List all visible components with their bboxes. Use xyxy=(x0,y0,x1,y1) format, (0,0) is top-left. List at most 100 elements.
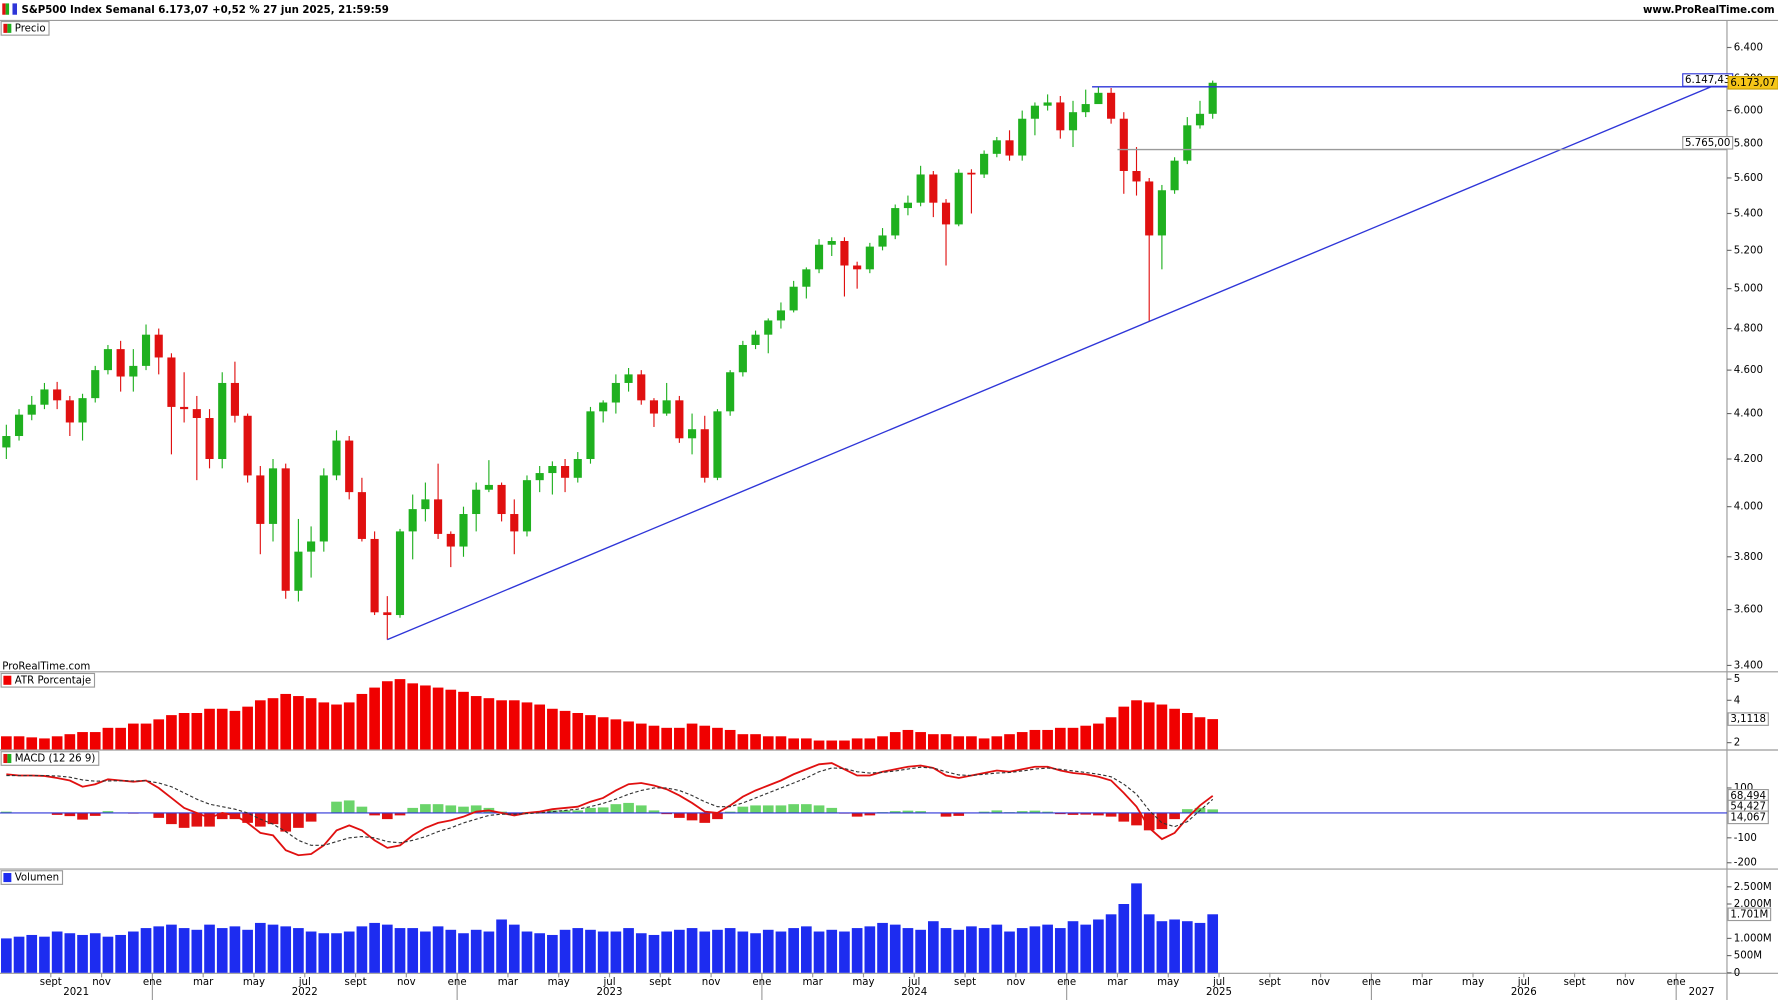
bar xyxy=(953,929,965,973)
x-tick-label: nov xyxy=(92,977,111,988)
bar xyxy=(267,924,279,973)
bar xyxy=(991,736,1003,750)
value-label: 54,427 xyxy=(1730,802,1766,813)
x-tick-label: sept xyxy=(1259,977,1281,988)
bar xyxy=(864,738,876,750)
y-tick-label: 1.000M xyxy=(1734,933,1772,944)
value-label: 6.173,07 xyxy=(1730,78,1775,89)
bar xyxy=(1156,921,1168,973)
y-tick-label: 5.600 xyxy=(1734,173,1763,184)
histogram-bar xyxy=(1169,812,1180,820)
bar xyxy=(1181,713,1193,750)
candle-body xyxy=(1145,181,1154,236)
candle-body xyxy=(1018,118,1027,156)
histogram-bar xyxy=(1131,812,1142,826)
bar xyxy=(775,931,787,973)
bar xyxy=(445,929,457,973)
bar xyxy=(1,938,12,973)
bar xyxy=(64,933,76,973)
histogram-bar xyxy=(889,811,901,813)
candle-body xyxy=(307,541,316,552)
candle-body xyxy=(421,499,430,510)
x-tick-label: jul xyxy=(1517,977,1530,988)
histogram-bar xyxy=(508,812,520,815)
x-tick-label: jul xyxy=(298,977,311,988)
candle-body xyxy=(218,382,227,460)
bar xyxy=(356,693,368,750)
bar xyxy=(394,928,406,973)
candle-body xyxy=(738,344,747,373)
bar xyxy=(26,737,38,750)
histogram-bar xyxy=(1181,809,1193,813)
bar xyxy=(559,710,571,750)
candle-body xyxy=(154,334,163,358)
histogram-bar xyxy=(153,812,165,818)
histogram-bar xyxy=(343,800,355,813)
histogram-bar xyxy=(1080,812,1092,815)
histogram-bar xyxy=(1093,812,1104,816)
histogram-bar xyxy=(915,811,926,813)
x-tick-label: sept xyxy=(954,977,976,988)
candle-body xyxy=(1043,102,1052,106)
histogram-bar xyxy=(674,812,685,818)
candle-body xyxy=(332,440,341,476)
bar xyxy=(1029,729,1041,750)
candle-body xyxy=(1132,171,1141,182)
bar xyxy=(762,929,774,973)
bar xyxy=(293,928,304,973)
bar xyxy=(39,738,50,750)
histogram-bar xyxy=(470,805,482,813)
value-label: 6.147,43 xyxy=(1685,75,1730,86)
candle-body xyxy=(599,402,608,412)
histogram-bar xyxy=(1016,811,1028,813)
bar xyxy=(369,687,380,750)
bar xyxy=(89,732,101,750)
value-label: 5.765,00 xyxy=(1685,138,1730,149)
bar xyxy=(204,924,215,973)
candle-body xyxy=(561,466,570,478)
bar xyxy=(1054,928,1066,973)
bar xyxy=(432,687,444,750)
value-label: 14,067 xyxy=(1730,812,1766,823)
candle-body xyxy=(345,440,354,493)
x-tick-label: ene xyxy=(1057,977,1076,988)
bar xyxy=(1004,931,1015,973)
candle-body xyxy=(764,320,773,335)
candle-body xyxy=(1107,92,1116,119)
y-tick-label: 5.800 xyxy=(1734,139,1763,150)
bar xyxy=(686,928,698,973)
bar xyxy=(978,928,990,973)
bar xyxy=(801,926,812,973)
bar xyxy=(864,926,876,973)
candle-body xyxy=(484,484,493,490)
bar xyxy=(978,738,990,750)
bar xyxy=(953,736,965,750)
histogram-bar xyxy=(267,812,279,825)
bar xyxy=(458,933,469,973)
bar xyxy=(712,727,723,750)
candle-body xyxy=(1068,112,1078,131)
bar xyxy=(521,702,533,750)
bar xyxy=(343,931,355,973)
candle-body xyxy=(167,357,176,407)
x-tick-label: ene xyxy=(752,977,771,988)
bar xyxy=(1118,706,1130,750)
year-label: 2023 xyxy=(597,987,623,998)
bar xyxy=(750,734,761,750)
histogram-bar xyxy=(77,812,88,820)
bar xyxy=(1131,700,1142,750)
y-tick-label: 5 xyxy=(1734,674,1740,685)
panel-title: MACD (12 26 9) xyxy=(15,754,96,765)
bar xyxy=(737,734,749,750)
y-tick-label: 2.500M xyxy=(1734,882,1772,893)
x-tick-label: ene xyxy=(1362,977,1381,988)
bar xyxy=(775,736,787,750)
histogram-bar xyxy=(242,812,253,823)
candle-body xyxy=(814,244,824,270)
bar xyxy=(470,929,482,973)
x-tick-label: nov xyxy=(702,977,721,988)
candle-body xyxy=(78,398,87,423)
bar xyxy=(166,715,177,750)
candle-body xyxy=(1157,190,1166,236)
y-tick-label: 4.600 xyxy=(1734,365,1763,376)
